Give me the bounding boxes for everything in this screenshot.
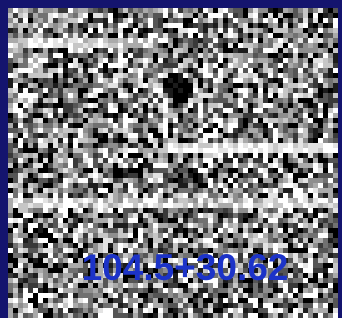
screenshot: 104.5+30.62 bbox=[0, 0, 342, 318]
coordinate-label: 104.5+30.62 bbox=[82, 247, 289, 288]
page: {"label": "104.5+30.62"} 104.5+30.62 (()… bbox=[0, 0, 342, 318]
